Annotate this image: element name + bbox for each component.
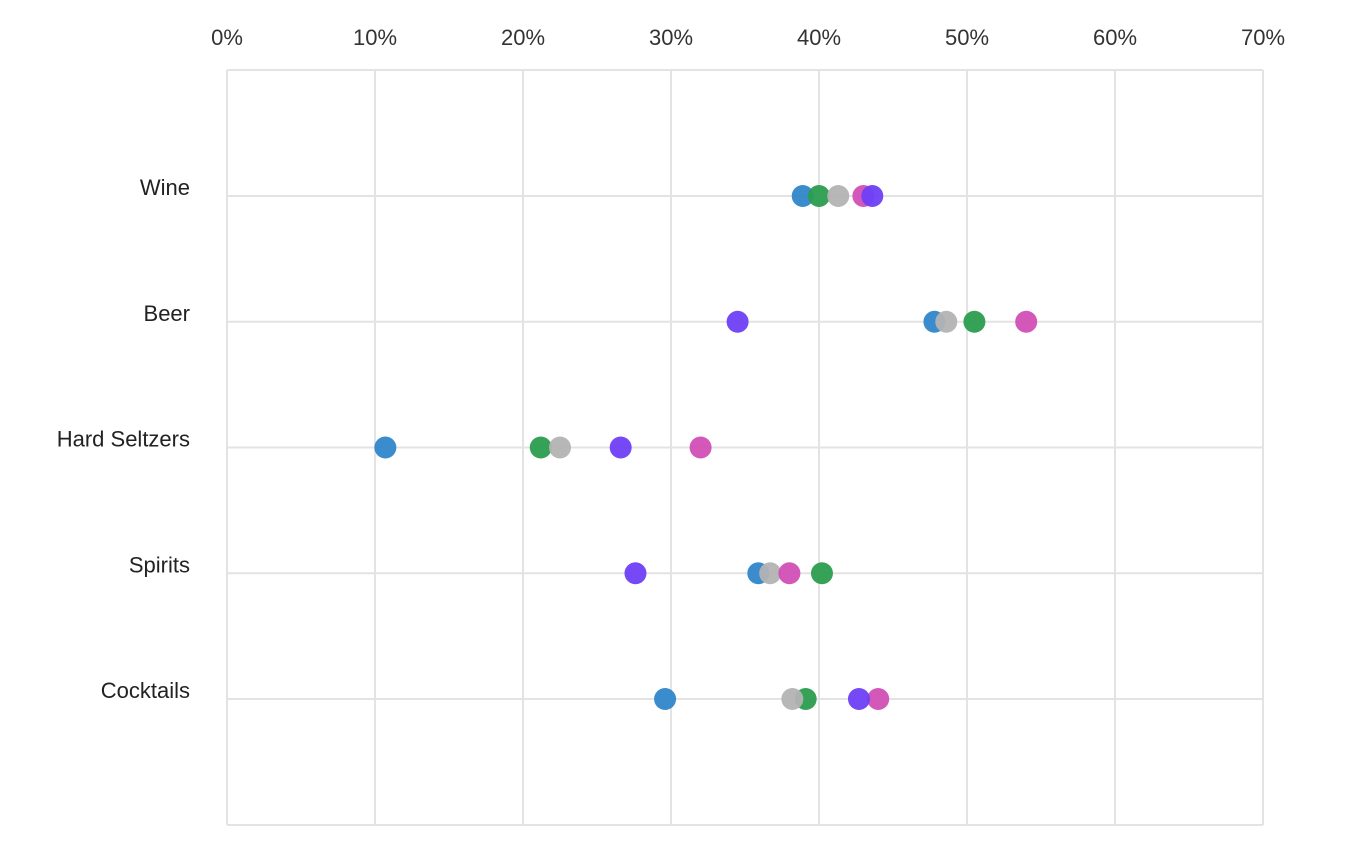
x-tick-label: 50% <box>945 25 989 50</box>
data-point <box>654 688 677 710</box>
x-tick-label: 40% <box>797 25 841 50</box>
data-point <box>791 185 814 207</box>
x-tick-label: 0% <box>211 25 243 50</box>
data-point <box>808 185 830 207</box>
data-point <box>759 562 782 585</box>
data-point <box>624 562 647 585</box>
data-point <box>827 185 850 207</box>
data-point <box>963 310 986 333</box>
data-point <box>609 436 632 459</box>
x-tick-label: 10% <box>353 25 397 50</box>
data-point <box>549 436 571 459</box>
data-point <box>935 310 958 333</box>
category-label: Hard Seltzers <box>57 427 190 452</box>
data-point <box>1015 310 1038 333</box>
data-point <box>374 436 397 459</box>
x-tick-label: 30% <box>649 25 693 50</box>
category-label: Cocktails <box>101 678 190 703</box>
data-point <box>781 688 804 710</box>
data-point <box>529 436 552 459</box>
category-label: Spirits <box>129 552 190 577</box>
data-point <box>867 688 890 710</box>
category-label: Wine <box>140 175 190 200</box>
data-point <box>810 562 833 585</box>
x-tick-label: 70% <box>1241 25 1285 50</box>
data-point <box>778 562 801 585</box>
grid <box>226 69 1264 826</box>
category-labels: Wine Beer Hard Seltzers Spirits Cocktails <box>57 175 190 703</box>
data-point <box>689 436 712 459</box>
category-label: Beer <box>144 301 190 326</box>
data-point <box>847 688 870 710</box>
data-point <box>726 310 749 333</box>
x-axis-ticks: 0% 10% 20% 30% 40% 50% 60% 70% <box>211 25 1285 50</box>
x-tick-label: 20% <box>501 25 545 50</box>
data-points <box>374 185 1038 710</box>
x-tick-label: 60% <box>1093 25 1137 50</box>
data-point <box>861 185 884 207</box>
